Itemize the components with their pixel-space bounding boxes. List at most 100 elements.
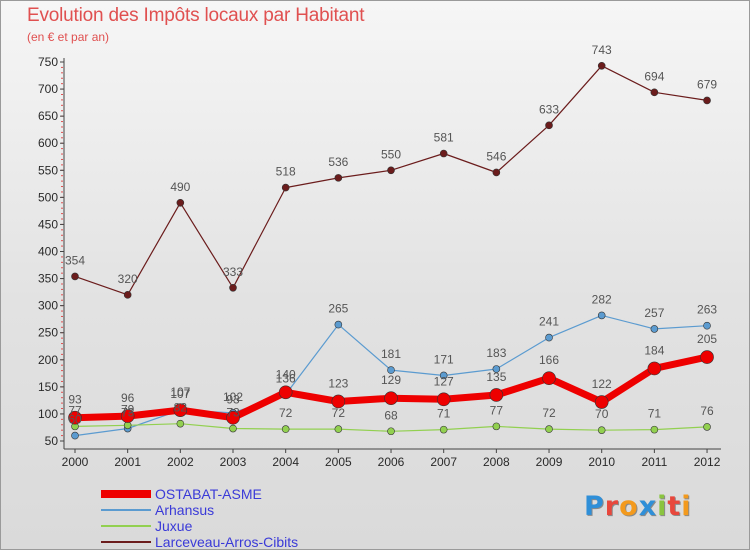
data-label-juxue: 76: [700, 404, 714, 418]
data-label-larceveau-arros-cibits: 581: [434, 131, 454, 145]
data-label-ostabat-asme: 166: [539, 353, 559, 367]
data-point-juxue: [492, 422, 501, 431]
data-label-juxue: 72: [332, 406, 346, 420]
data-point-ostabat-asme: [700, 350, 714, 364]
data-label-arhansus: 107: [170, 387, 190, 401]
x-tick-label: 2004: [272, 455, 299, 469]
x-tick-label: 2002: [167, 455, 194, 469]
y-tick-label: 700: [38, 82, 58, 96]
data-point-ostabat-asme: [647, 361, 662, 376]
data-label-ostabat-asme: 135: [486, 370, 506, 384]
data-label-larceveau-arros-cibits: 333: [223, 265, 243, 279]
axes: 50 100 150 200 250 300 350 400 450 500 550 600 650 70…: [38, 55, 721, 469]
data-point-juxue: [545, 425, 553, 433]
data-point-arhansus: [597, 311, 606, 320]
data-label-ostabat-asme: 184: [644, 343, 664, 357]
data-point-ostabat-asme: [278, 385, 293, 400]
data-label-juxue: 71: [648, 407, 662, 421]
data-point-arhansus: [387, 366, 395, 374]
data-point-ostabat-asme: [542, 371, 556, 385]
data-point-larceveau-arros-cibits: [387, 166, 395, 175]
legend-item-ostabat-asme: OSTABAT-ASME: [101, 486, 298, 502]
data-labels: 354 320 490 333 518 536 550 581 546 633 743 694 679 6…: [65, 43, 717, 427]
data-point-larceveau-arros-cibits: [123, 291, 132, 299]
data-label-ostabat-asme: 122: [592, 377, 612, 391]
data-label-ostabat-asme: 127: [434, 374, 454, 388]
data-point-larceveau-arros-cibits: [229, 283, 237, 292]
data-point-ostabat-asme: [68, 410, 82, 425]
data-label-juxue: 72: [542, 406, 556, 420]
data-label-larceveau-arros-cibits: 320: [118, 272, 138, 286]
legend-item-juxue: Juxue: [101, 518, 298, 534]
x-tick-label: 2003: [220, 455, 247, 469]
data-point-larceveau-arros-cibits: [650, 88, 659, 97]
data-label-ostabat-asme: 205: [697, 332, 717, 346]
data-label-arhansus: 282: [592, 292, 612, 306]
data-label-ostabat-asme: 93: [226, 393, 240, 407]
x-tick-label: 2000: [62, 455, 89, 469]
data-label-juxue: 70: [595, 407, 609, 421]
y-tick-label: 350: [38, 272, 58, 286]
proxiti-logo: Proxiti: [584, 491, 692, 522]
data-point-juxue: [281, 425, 290, 433]
data-label-larceveau-arros-cibits: 550: [381, 147, 401, 161]
data-point-larceveau-arros-cibits: [439, 149, 448, 158]
y-tick-label: 650: [38, 109, 58, 123]
data-label-juxue: 82: [174, 401, 188, 415]
data-label-arhansus: 60: [68, 413, 82, 427]
data-point-larceveau-arros-cibits: [545, 121, 553, 130]
data-label-larceveau-arros-cibits: 694: [644, 69, 664, 83]
y-tick-label: 550: [38, 163, 58, 177]
series-layer: [68, 61, 714, 440]
data-label-ostabat-asme: 96: [121, 391, 135, 405]
x-tick-label: 2010: [588, 455, 615, 469]
data-point-larceveau-arros-cibits: [703, 96, 711, 105]
data-label-ostabat-asme: 140: [276, 367, 296, 381]
data-point-larceveau-arros-cibits: [71, 272, 79, 281]
data-point-arhansus: [334, 320, 343, 329]
data-label-ostabat-asme: 93: [68, 393, 82, 407]
y-tick-label: 200: [38, 353, 58, 367]
data-label-ostabat-asme: 123: [328, 376, 348, 390]
legend-swatch: [101, 508, 151, 512]
data-point-arhansus: [703, 321, 711, 330]
data-point-ostabat-asme: [384, 391, 398, 406]
data-point-arhansus: [439, 371, 448, 380]
x-tick-label: 2012: [694, 455, 721, 469]
chart-subtitle: (en € et par an): [27, 30, 110, 44]
legend-label: Larceveau-Arros-Cibits: [155, 534, 299, 550]
data-label-larceveau-arros-cibits: 633: [539, 102, 559, 116]
y-tick-label: 500: [38, 190, 58, 204]
data-point-ostabat-asme: [173, 403, 188, 417]
y-tick-label: 450: [38, 217, 58, 231]
data-point-arhansus: [650, 325, 659, 333]
data-label-juxue: 73: [226, 406, 240, 420]
x-tick-label: 2006: [378, 455, 405, 469]
legend-swatch: [101, 540, 151, 544]
data-label-larceveau-arros-cibits: 536: [328, 155, 348, 169]
y-tick-label: 250: [38, 326, 58, 340]
data-label-larceveau-arros-cibits: 518: [276, 165, 296, 179]
data-label-arhansus: 181: [381, 347, 401, 361]
x-tick-label: 2005: [325, 455, 352, 469]
data-point-ostabat-asme: [226, 410, 240, 425]
legend-label: OSTABAT-ASME: [155, 486, 262, 502]
legend-item-larceveau-arros-cibits: Larceveau-Arros-Cibits: [101, 534, 299, 550]
data-point-larceveau-arros-cibits: [492, 168, 501, 177]
data-label-arhansus: 263: [697, 303, 717, 317]
data-label-larceveau-arros-cibits: 354: [65, 253, 85, 267]
data-label-larceveau-arros-cibits: 743: [592, 43, 612, 57]
data-label-arhansus: 241: [539, 315, 559, 329]
legend-label: Arhansus: [155, 502, 215, 518]
data-label-ostabat-asme: 107: [170, 385, 190, 399]
data-label-larceveau-arros-cibits: 546: [486, 149, 506, 163]
chart-title: Evolution des Impôts locaux par Habitant: [27, 5, 365, 26]
x-tick-label: 2007: [430, 455, 457, 469]
data-label-ostabat-asme: 129: [381, 373, 401, 387]
legend-item-arhansus: Arhansus: [101, 502, 298, 518]
series-juxue: [71, 419, 711, 436]
data-label-juxue: 77: [490, 403, 504, 417]
data-point-arhansus: [71, 431, 79, 440]
